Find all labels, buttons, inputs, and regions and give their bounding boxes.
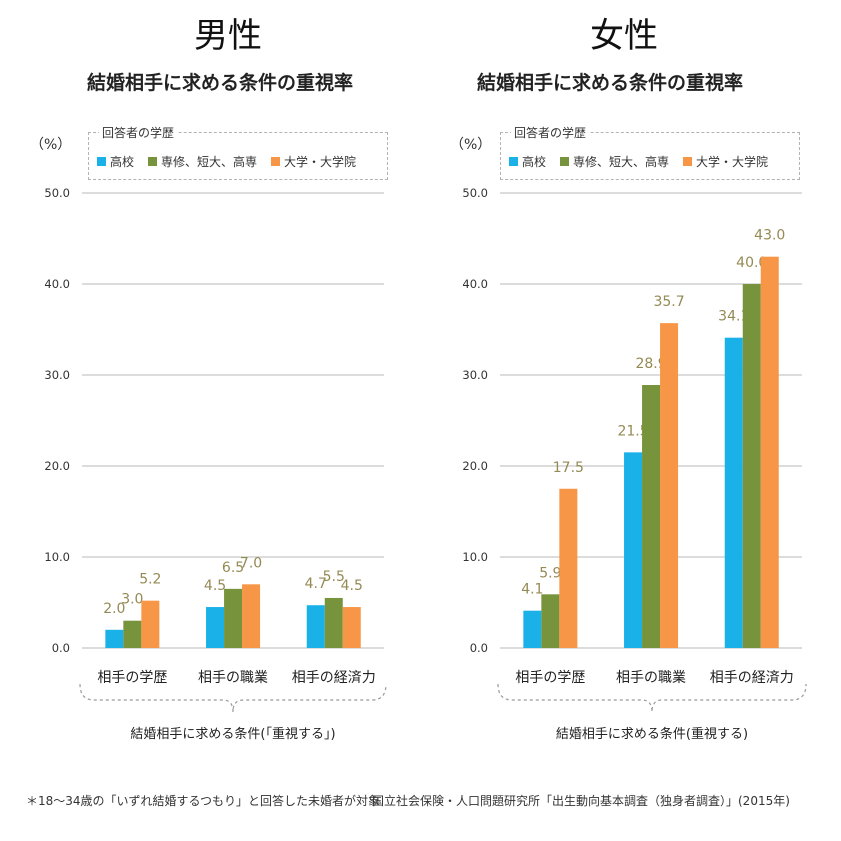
footnote: ＊18〜34歳の「いずれ結婚するつもり」と回答した未婚者が対象 <box>26 794 381 808</box>
female-bar <box>541 594 560 648</box>
female-value-label: 5.9 <box>539 565 561 581</box>
female-bar <box>724 337 743 648</box>
male-legend-item-vocational: 専修、短大、高専 <box>148 153 257 170</box>
male-bar <box>224 588 243 648</box>
female-legend-item-vocational: 専修、短大、高専 <box>560 153 669 170</box>
male-bar <box>242 584 261 648</box>
female-bar <box>760 256 779 648</box>
male-legend-label-high-school: 高校 <box>110 155 135 169</box>
male-value-label: 5.5 <box>323 569 345 585</box>
male-legend-label-vocational: 専修、短大、高専 <box>161 155 258 169</box>
male-y-tick-label: 10.0 <box>44 550 70 564</box>
female-y-tick-label: 0.0 <box>470 641 488 655</box>
male-y-tick-label: 50.0 <box>44 186 70 200</box>
male-panel: 男性 結婚相手に求める条件の重視率 （%） 回答者の学歴 高校 専修、短大、高専… <box>0 0 420 790</box>
male-legend-swatch-university <box>271 157 281 166</box>
female-bar <box>742 284 761 648</box>
female-gender-title: 女性 <box>590 16 658 56</box>
male-value-label: 6.5 <box>222 560 244 576</box>
male-bar <box>105 629 124 648</box>
male-value-label: 4.7 <box>305 576 327 592</box>
female-legend-swatch-vocational <box>560 157 570 166</box>
male-value-label: 5.2 <box>139 572 161 588</box>
female-y-tick-label: 50.0 <box>462 186 488 200</box>
male-legend-swatch-vocational <box>148 157 158 166</box>
female-value-label: 43.0 <box>754 228 785 244</box>
female-legend-swatch-university <box>683 157 693 166</box>
male-legend-swatch-high-school <box>97 157 106 166</box>
female-bar-chart: 0.0 10.0 20.0 30.0 40.0 50.0 4.15.9 17.5 相手の学歴 21… <box>462 186 807 742</box>
female-legend-label-high-school: 高校 <box>522 155 547 169</box>
male-category-label: 相手の学歴 <box>97 670 167 686</box>
female-category-label: 相手の職業 <box>616 670 686 686</box>
female-category-brace <box>497 683 807 713</box>
male-bar <box>141 600 160 648</box>
male-bar <box>306 605 325 648</box>
female-value-label: 35.7 <box>653 294 684 310</box>
male-value-label: 2.0 <box>103 601 125 617</box>
female-chart-title: 結婚相手に求める条件の重視率 <box>476 72 743 94</box>
female-value-label: 34.1 <box>718 309 749 325</box>
male-legend-item-high-school: 高校 <box>97 153 134 170</box>
source-citation: 国立社会保険・人口問題研究所「出生動向基本調査（独身者調査）」(2015年) <box>372 794 790 808</box>
male-category-label: 相手の職業 <box>198 670 268 686</box>
male-bar-chart: 0.0 10.0 20.0 30.0 40.0 50.0 2.03.0 5.2 相手の学歴 4.5… <box>44 186 387 742</box>
female-legend-item-university: 大学・大学院 <box>683 153 768 170</box>
female-legend: 回答者の学歴 高校 専修、短大、高専 大学・大学院 <box>500 124 800 180</box>
male-y-tick-label: 0.0 <box>52 641 70 655</box>
female-category-label: 相手の経済力 <box>710 670 794 686</box>
female-legend-swatch-high-school <box>509 157 518 166</box>
female-legend-label-university: 大学・大学院 <box>696 155 769 169</box>
male-value-label: 4.5 <box>341 578 363 594</box>
female-legend-item-high-school: 高校 <box>509 153 546 170</box>
female-y-tick-label: 40.0 <box>462 277 488 291</box>
female-category-label: 相手の学歴 <box>515 670 585 686</box>
female-value-label: 40.0 <box>736 255 767 271</box>
male-bar <box>123 620 142 648</box>
male-bar <box>324 597 343 648</box>
female-value-label: 17.5 <box>553 460 584 476</box>
male-legend: 回答者の学歴 高校 専修、短大、高専 大学・大学院 <box>88 124 388 180</box>
female-value-label: 4.1 <box>521 582 543 598</box>
male-unit-label: （%） <box>30 137 72 153</box>
male-x-axis-label: 結婚相手に求める条件(「重視する」) <box>130 726 335 742</box>
female-bar <box>660 323 679 648</box>
female-value-label: 28.9 <box>635 356 666 372</box>
male-category-brace <box>79 683 387 713</box>
male-y-tick-label: 20.0 <box>44 459 70 473</box>
male-value-label: 3.0 <box>121 592 143 608</box>
female-legend-label-vocational: 専修、短大、高専 <box>573 155 670 169</box>
female-x-axis-label: 結婚相手に求める条件(重視する) <box>556 726 748 742</box>
female-panel: 女性 結婚相手に求める条件の重視率 （%） 回答者の学歴 高校 専修、短大、高専… <box>414 0 834 790</box>
female-value-label: 21.5 <box>617 423 648 439</box>
male-bar <box>342 607 361 648</box>
female-bar <box>642 385 661 648</box>
male-y-tick-label: 40.0 <box>44 277 70 291</box>
female-y-tick-label: 30.0 <box>462 368 488 382</box>
female-legend-title: 回答者の学歴 <box>511 124 590 141</box>
male-legend-label-university: 大学・大学院 <box>284 155 357 169</box>
male-value-label: 4.5 <box>204 578 226 594</box>
male-gender-title: 男性 <box>194 16 262 56</box>
male-category-label: 相手の経済力 <box>292 670 376 686</box>
female-unit-label: （%） <box>450 137 492 153</box>
male-legend-item-university: 大学・大学院 <box>271 153 356 170</box>
male-legend-title: 回答者の学歴 <box>99 124 178 141</box>
male-y-tick-label: 30.0 <box>44 368 70 382</box>
male-chart-title: 結婚相手に求める条件の重視率 <box>86 72 353 94</box>
female-bar <box>559 488 578 648</box>
male-bar <box>206 607 225 648</box>
female-bar <box>523 610 542 648</box>
male-value-label: 7.0 <box>240 555 262 571</box>
female-y-tick-label: 20.0 <box>462 459 488 473</box>
female-y-tick-label: 10.0 <box>462 550 488 564</box>
female-bar <box>624 452 643 648</box>
